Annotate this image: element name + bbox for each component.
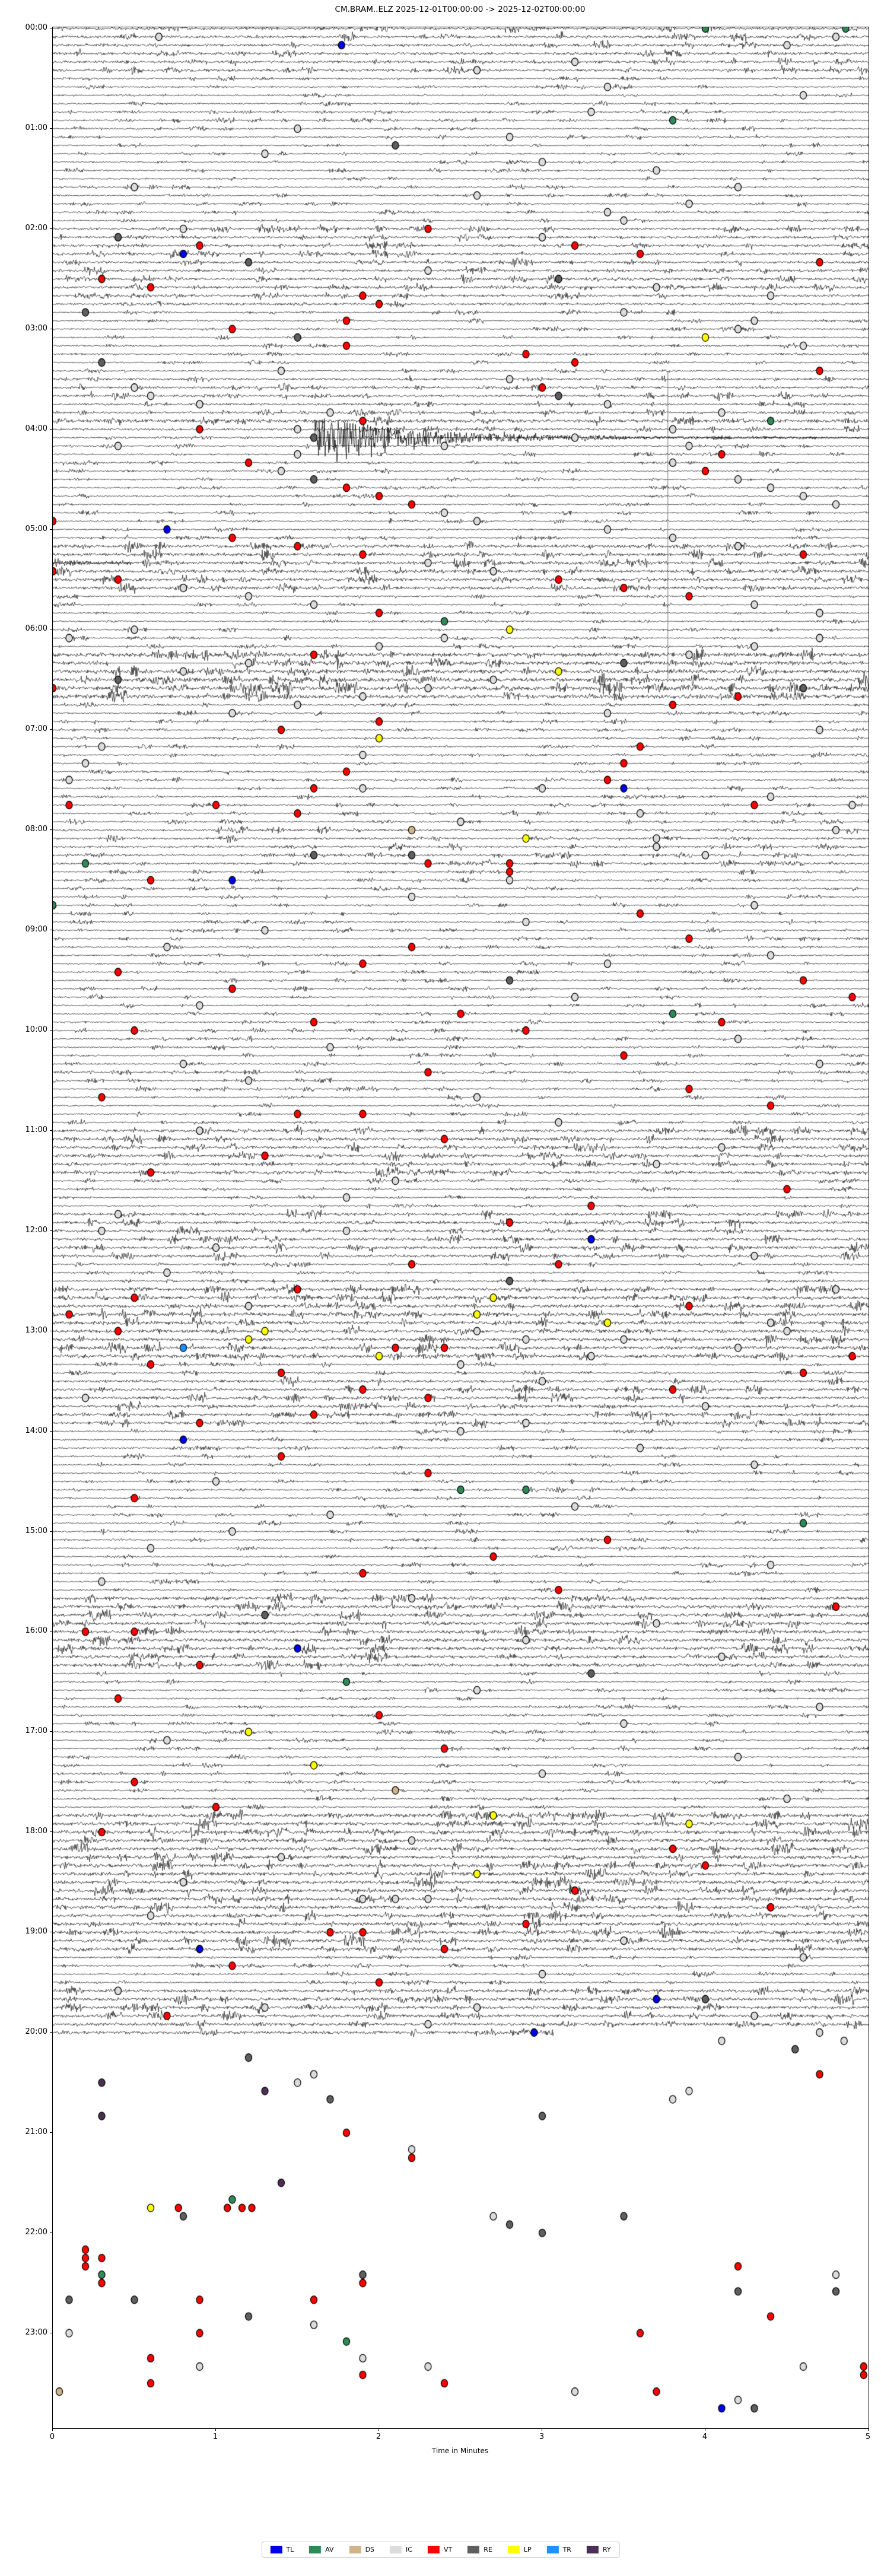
y-tick-mark bbox=[50, 1230, 53, 1231]
legend-item-vt: VT bbox=[427, 2546, 453, 2553]
y-tick-label: 08:00 bbox=[25, 825, 47, 834]
y-tick-label: 10:00 bbox=[25, 1025, 47, 1034]
y-tick-mark bbox=[50, 1631, 53, 1632]
x-tick-mark bbox=[52, 2428, 53, 2431]
legend-swatch-icon bbox=[586, 2546, 599, 2553]
legend-label: VT bbox=[443, 2546, 453, 2553]
legend: TL AV DS IC VT RE LP TR RY bbox=[261, 2542, 620, 2558]
y-tick-mark bbox=[50, 1531, 53, 1532]
y-tick-mark bbox=[50, 1130, 53, 1131]
y-tick-label: 21:00 bbox=[25, 2127, 47, 2136]
legend-item-ds: DS bbox=[349, 2546, 374, 2553]
legend-item-lp: LP bbox=[507, 2546, 532, 2553]
helicorder-canvas bbox=[53, 27, 869, 2428]
y-tick-label: 14:00 bbox=[25, 1426, 47, 1435]
legend-swatch-icon bbox=[349, 2546, 361, 2553]
legend-item-tl: TL bbox=[270, 2546, 294, 2553]
y-tick-mark bbox=[50, 1731, 53, 1732]
legend-swatch-icon bbox=[427, 2546, 440, 2553]
y-tick-mark bbox=[50, 729, 53, 730]
y-tick-label: 01:00 bbox=[25, 123, 47, 132]
y-tick-label: 04:00 bbox=[25, 424, 47, 433]
legend-swatch-icon bbox=[270, 2546, 282, 2553]
y-tick-mark bbox=[50, 2232, 53, 2233]
y-tick-label: 11:00 bbox=[25, 1125, 47, 1134]
x-tick-label: 3 bbox=[539, 2432, 545, 2441]
legend-label: TR bbox=[562, 2546, 571, 2553]
y-tick-label: 23:00 bbox=[25, 2327, 47, 2337]
legend-label: TL bbox=[286, 2546, 294, 2553]
legend-swatch-icon bbox=[390, 2546, 402, 2553]
x-axis-label: Time in Minutes bbox=[431, 2447, 489, 2455]
legend-label: RE bbox=[484, 2546, 492, 2553]
legend-item-tr: TR bbox=[546, 2546, 571, 2553]
y-tick-label: 18:00 bbox=[25, 1827, 47, 1836]
legend-item-ry: RY bbox=[586, 2546, 611, 2553]
plot-area bbox=[52, 27, 869, 2429]
legend-item-re: RE bbox=[467, 2546, 492, 2553]
page-title: CM.BRAM..ELZ 2025-12-01T00:00:00 -> 2025… bbox=[335, 5, 586, 14]
legend-swatch-icon bbox=[467, 2546, 480, 2553]
y-tick-mark bbox=[50, 1831, 53, 1833]
y-tick-mark bbox=[50, 1430, 53, 1432]
y-tick-mark bbox=[50, 228, 53, 229]
y-tick-label: 15:00 bbox=[25, 1526, 47, 1535]
legend-label: RY bbox=[602, 2546, 611, 2553]
y-tick-label: 19:00 bbox=[25, 1927, 47, 1936]
y-tick-label: 17:00 bbox=[25, 1726, 47, 1736]
x-tick-mark bbox=[215, 2428, 216, 2431]
y-tick-label: 22:00 bbox=[25, 2227, 47, 2237]
y-tick-label: 03:00 bbox=[25, 323, 47, 333]
y-tick-label: 13:00 bbox=[25, 1325, 47, 1335]
y-tick-label: 16:00 bbox=[25, 1626, 47, 1636]
y-tick-label: 12:00 bbox=[25, 1225, 47, 1235]
legend-label: DS bbox=[365, 2546, 375, 2553]
legend-label: IC bbox=[406, 2546, 412, 2553]
x-tick-label: 5 bbox=[865, 2432, 871, 2441]
y-tick-label: 20:00 bbox=[25, 2027, 47, 2036]
y-tick-mark bbox=[50, 529, 53, 530]
x-tick-label: 1 bbox=[212, 2432, 218, 2441]
y-tick-label: 02:00 bbox=[25, 223, 47, 233]
y-tick-label: 05:00 bbox=[25, 524, 47, 533]
x-tick-label: 0 bbox=[49, 2432, 55, 2441]
legend-swatch-icon bbox=[507, 2546, 520, 2553]
legend-label: LP bbox=[523, 2546, 532, 2553]
y-tick-mark bbox=[50, 2032, 53, 2033]
y-tick-mark bbox=[50, 1030, 53, 1031]
y-tick-label: 07:00 bbox=[25, 724, 47, 734]
legend-swatch-icon bbox=[546, 2546, 559, 2553]
legend-item-av: AV bbox=[309, 2546, 334, 2553]
legend-label: AV bbox=[325, 2546, 334, 2553]
y-tick-mark bbox=[50, 128, 53, 129]
y-tick-mark bbox=[50, 829, 53, 831]
y-tick-mark bbox=[50, 428, 53, 430]
y-tick-mark bbox=[50, 2132, 53, 2133]
x-tick-label: 2 bbox=[376, 2432, 381, 2441]
x-tick-mark bbox=[868, 2428, 869, 2431]
x-tick-label: 4 bbox=[702, 2432, 708, 2441]
legend-swatch-icon bbox=[309, 2546, 322, 2553]
y-tick-label: 09:00 bbox=[25, 925, 47, 934]
legend-item-ic: IC bbox=[390, 2546, 412, 2553]
y-tick-label: 00:00 bbox=[25, 23, 47, 32]
y-tick-label: 06:00 bbox=[25, 624, 47, 634]
